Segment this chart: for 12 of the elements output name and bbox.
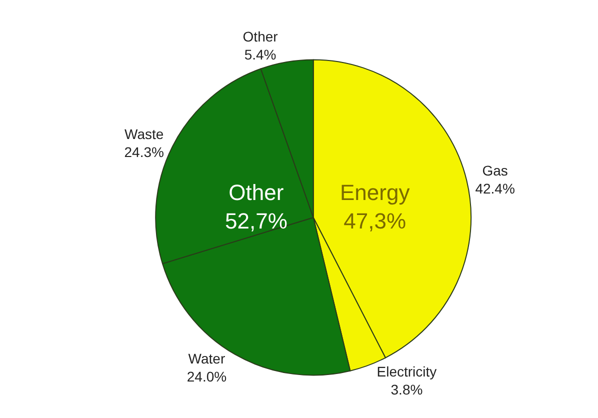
- data-label: 24.3%: [124, 144, 164, 160]
- slice-label: Water: [188, 350, 226, 366]
- data-label: 42.4%: [475, 180, 515, 197]
- slice-label: Other: [242, 28, 278, 44]
- slice-label: Gas: [482, 162, 508, 178]
- data-label: 5.4%: [244, 46, 276, 62]
- slice-label: Electricity: [376, 363, 437, 380]
- text: Energy 47,3%: [340, 180, 410, 234]
- slice-label: Waste: [124, 126, 164, 142]
- data-label: 3.8%: [390, 381, 423, 398]
- text: Other 52,7%: [225, 180, 288, 234]
- data-label: 24.0%: [186, 368, 227, 384]
